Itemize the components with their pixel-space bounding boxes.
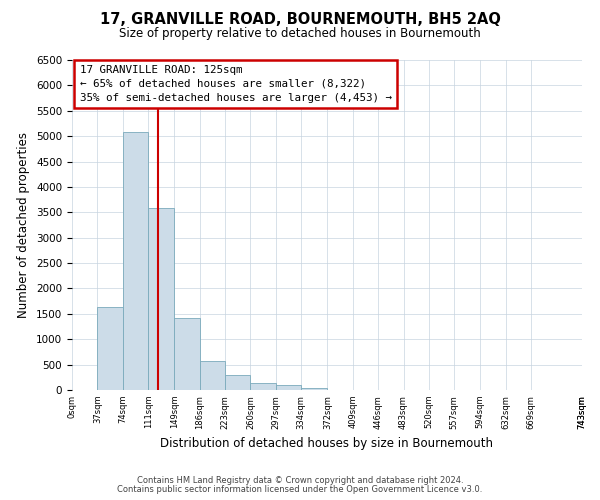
Bar [148, 208, 174, 390]
Bar [301, 388, 328, 390]
Bar [225, 375, 250, 390]
Bar [97, 306, 123, 390]
Text: Size of property relative to detached houses in Bournemouth: Size of property relative to detached ho… [119, 28, 481, 40]
X-axis label: Distribution of detached houses by size in Bournemouth: Distribution of detached houses by size … [161, 437, 493, 450]
Text: 17 GRANVILLE ROAD: 125sqm
← 65% of detached houses are smaller (8,322)
35% of se: 17 GRANVILLE ROAD: 125sqm ← 65% of detac… [80, 65, 392, 103]
Y-axis label: Number of detached properties: Number of detached properties [17, 132, 31, 318]
Bar [174, 318, 200, 390]
Text: Contains public sector information licensed under the Open Government Licence v3: Contains public sector information licen… [118, 484, 482, 494]
Bar [276, 385, 301, 390]
Text: Contains HM Land Registry data © Crown copyright and database right 2024.: Contains HM Land Registry data © Crown c… [137, 476, 463, 485]
Bar [250, 383, 276, 390]
Text: 17, GRANVILLE ROAD, BOURNEMOUTH, BH5 2AQ: 17, GRANVILLE ROAD, BOURNEMOUTH, BH5 2AQ [100, 12, 500, 28]
Bar [200, 360, 225, 390]
Bar [123, 132, 148, 390]
